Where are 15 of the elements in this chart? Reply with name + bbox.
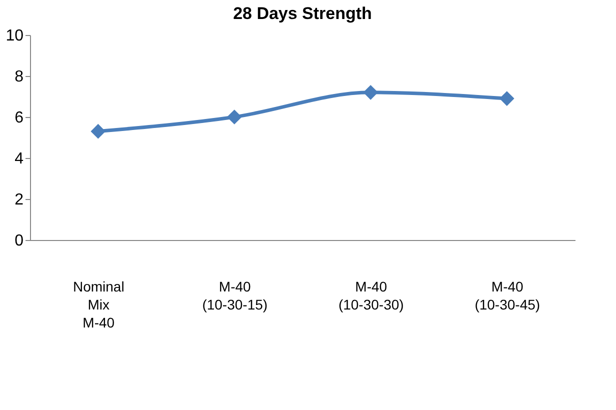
y-tick-label: 0 bbox=[14, 232, 24, 250]
x-tick-label: M-40 (10-30-45) bbox=[474, 278, 540, 312]
point bbox=[363, 84, 378, 100]
x-tick-label: Nominal Mix M-40 bbox=[72, 278, 124, 330]
point bbox=[90, 124, 106, 139]
x-tick-label: M-40 (10-30-30) bbox=[338, 278, 404, 312]
y-tick-label: 8 bbox=[14, 68, 24, 86]
y-tick-label: 10 bbox=[6, 28, 24, 44]
chart-title: 28 Days Strength bbox=[233, 4, 372, 23]
y-tick-label: 6 bbox=[14, 110, 24, 126]
point bbox=[499, 91, 514, 106]
x-tick-label: M-40 (10-30-15) bbox=[202, 278, 268, 312]
y-tick-label: 2 bbox=[14, 192, 24, 208]
point bbox=[226, 110, 242, 124]
y-tick-label: 4 bbox=[14, 150, 24, 168]
